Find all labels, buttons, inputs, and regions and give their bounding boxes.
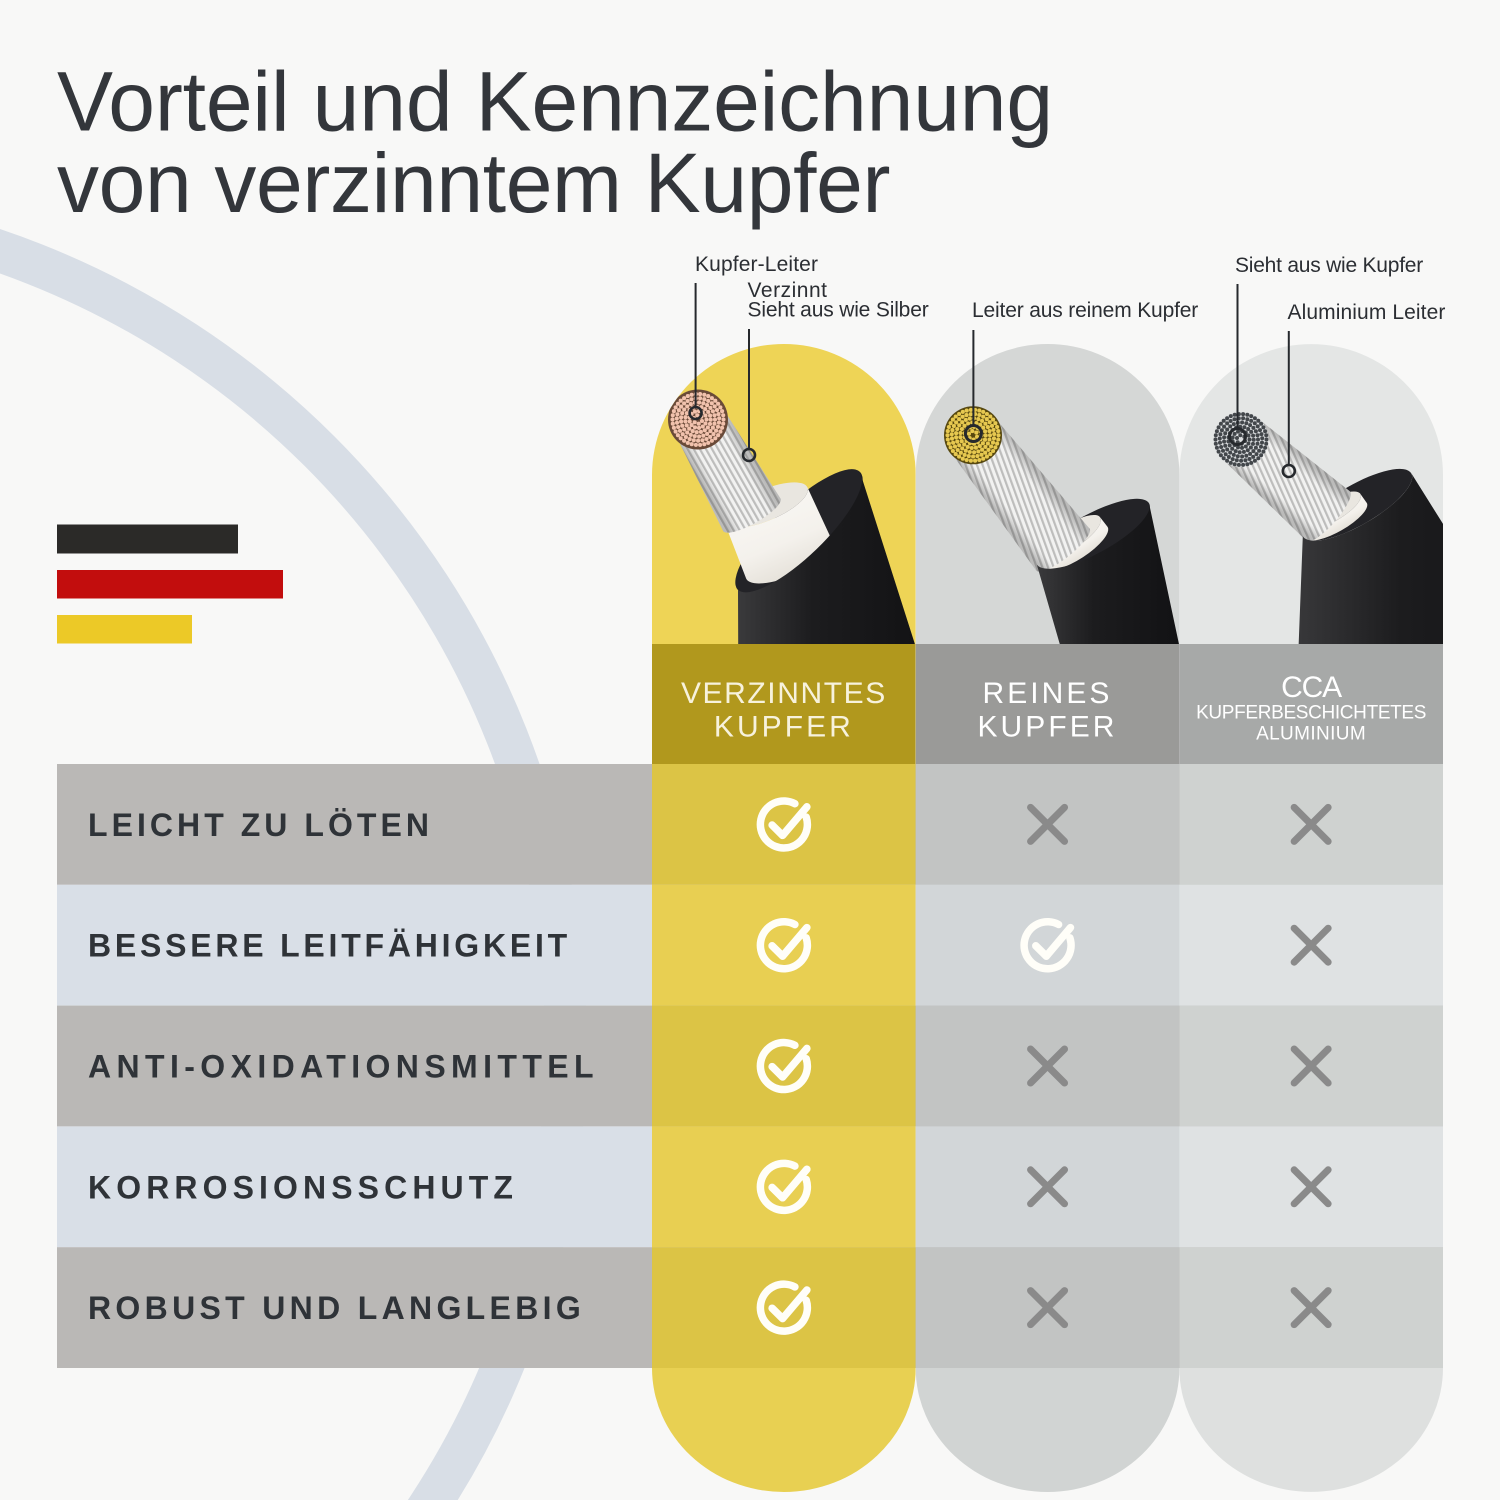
- svg-text:KORROSIONSSCHUTZ: KORROSIONSSCHUTZ: [88, 1169, 518, 1205]
- svg-text:ALUMINIUM: ALUMINIUM: [1256, 724, 1366, 745]
- svg-text:Kupfer-Leiter: Kupfer-Leiter: [695, 253, 818, 276]
- svg-text:Leiter aus reinem Kupfer: Leiter aus reinem Kupfer: [972, 299, 1198, 322]
- svg-text:Aluminium Leiter: Aluminium Leiter: [1288, 301, 1446, 324]
- svg-text:LEICHT ZU LÖTEN: LEICHT ZU LÖTEN: [88, 807, 433, 843]
- svg-text:KUPFER: KUPFER: [714, 711, 854, 744]
- svg-text:CCA: CCA: [1281, 671, 1342, 704]
- svg-text:Sieht aus wie Kupfer: Sieht aus wie Kupfer: [1235, 254, 1423, 277]
- svg-text:KUPFER: KUPFER: [978, 711, 1118, 744]
- svg-text:KUPFERBESCHICHTETES: KUPFERBESCHICHTETES: [1196, 703, 1426, 724]
- svg-text:REINES: REINES: [983, 677, 1113, 710]
- svg-text:ANTI-OXIDATIONSMITTEL: ANTI-OXIDATIONSMITTEL: [88, 1049, 599, 1085]
- svg-text:von verzinntem Kupfer: von verzinntem Kupfer: [57, 136, 890, 230]
- svg-text:Vorteil und Kennzeichnung: Vorteil und Kennzeichnung: [57, 55, 1053, 149]
- svg-text:Verzinnt: Verzinnt: [748, 279, 828, 302]
- svg-text:ROBUST UND LANGLEBIG: ROBUST UND LANGLEBIG: [88, 1290, 585, 1326]
- svg-text:Sieht aus wie Silber: Sieht aus wie Silber: [748, 299, 929, 322]
- svg-text:VERZINNTES: VERZINNTES: [681, 677, 887, 710]
- svg-text:BESSERE LEITFÄHIGKEIT: BESSERE LEITFÄHIGKEIT: [88, 928, 571, 964]
